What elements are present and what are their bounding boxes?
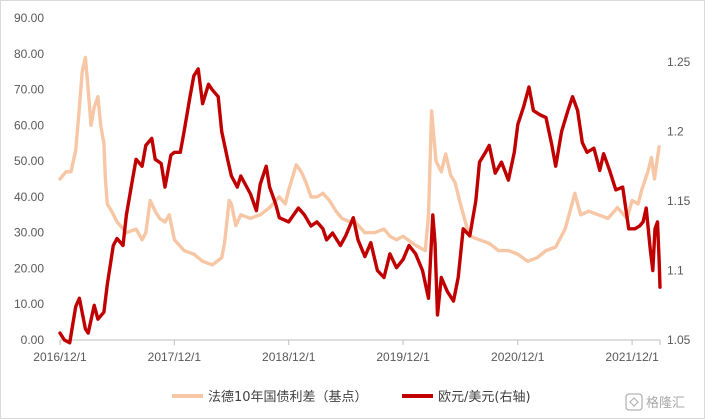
right-y-tick-label: 1.2 (667, 125, 684, 139)
right-y-tick-label: 1.05 (667, 333, 691, 347)
left-y-tick-label: 50.00 (14, 154, 44, 168)
left-y-tick-label: 60.00 (14, 118, 44, 132)
left-y-tick-label: 10.00 (14, 297, 44, 311)
left-y-tick-label: 30.00 (14, 226, 44, 240)
watermark: 格隆汇 (625, 393, 685, 411)
x-tick-label: 2019/12/1 (376, 350, 430, 364)
legend-label-spread: 法德10年国债利差（基点） (208, 390, 368, 405)
left-y-tick-label: 40.00 (14, 190, 44, 204)
x-tick-label: 2016/12/1 (33, 350, 87, 364)
eurusd-series-line (58, 67, 662, 345)
left-y-tick-label: 80.00 (14, 47, 44, 61)
x-tick-label: 2017/12/1 (148, 350, 202, 364)
legend-label-eurusd: 欧元/美元(右轴) (438, 390, 531, 405)
watermark-logo-icon (625, 393, 643, 411)
left-y-tick-label: 20.00 (14, 261, 44, 275)
x-tick-label: 2021/12/1 (605, 350, 659, 364)
left-y-axis: 0.00 10.00 20.00 30.00 40.00 50.00 60.00 70.00 8… (14, 11, 44, 347)
x-tick-label: 2020/12/1 (491, 350, 545, 364)
left-y-tick-label: 90.00 (14, 11, 44, 25)
watermark-text: 格隆汇 (646, 395, 685, 411)
right-y-tick-label: 1.25 (667, 55, 691, 69)
x-tick-label: 2018/12/1 (262, 350, 316, 364)
left-y-tick-label: 70.00 (14, 83, 44, 97)
spread-series-line (58, 55, 661, 267)
legend: 法德10年国债利差（基点） 欧元/美元(右轴) (172, 390, 531, 405)
right-y-tick-label: 1.1 (667, 264, 684, 278)
right-y-tick-label: 1.15 (667, 194, 691, 208)
x-axis: 2016/12/1 2017/12/1 2018/12/1 2019/12/1 2020… (33, 340, 661, 364)
left-y-tick-label: 0.00 (21, 333, 45, 347)
right-y-axis: 1.05 1.1 1.15 1.2 1.25 (667, 55, 691, 347)
